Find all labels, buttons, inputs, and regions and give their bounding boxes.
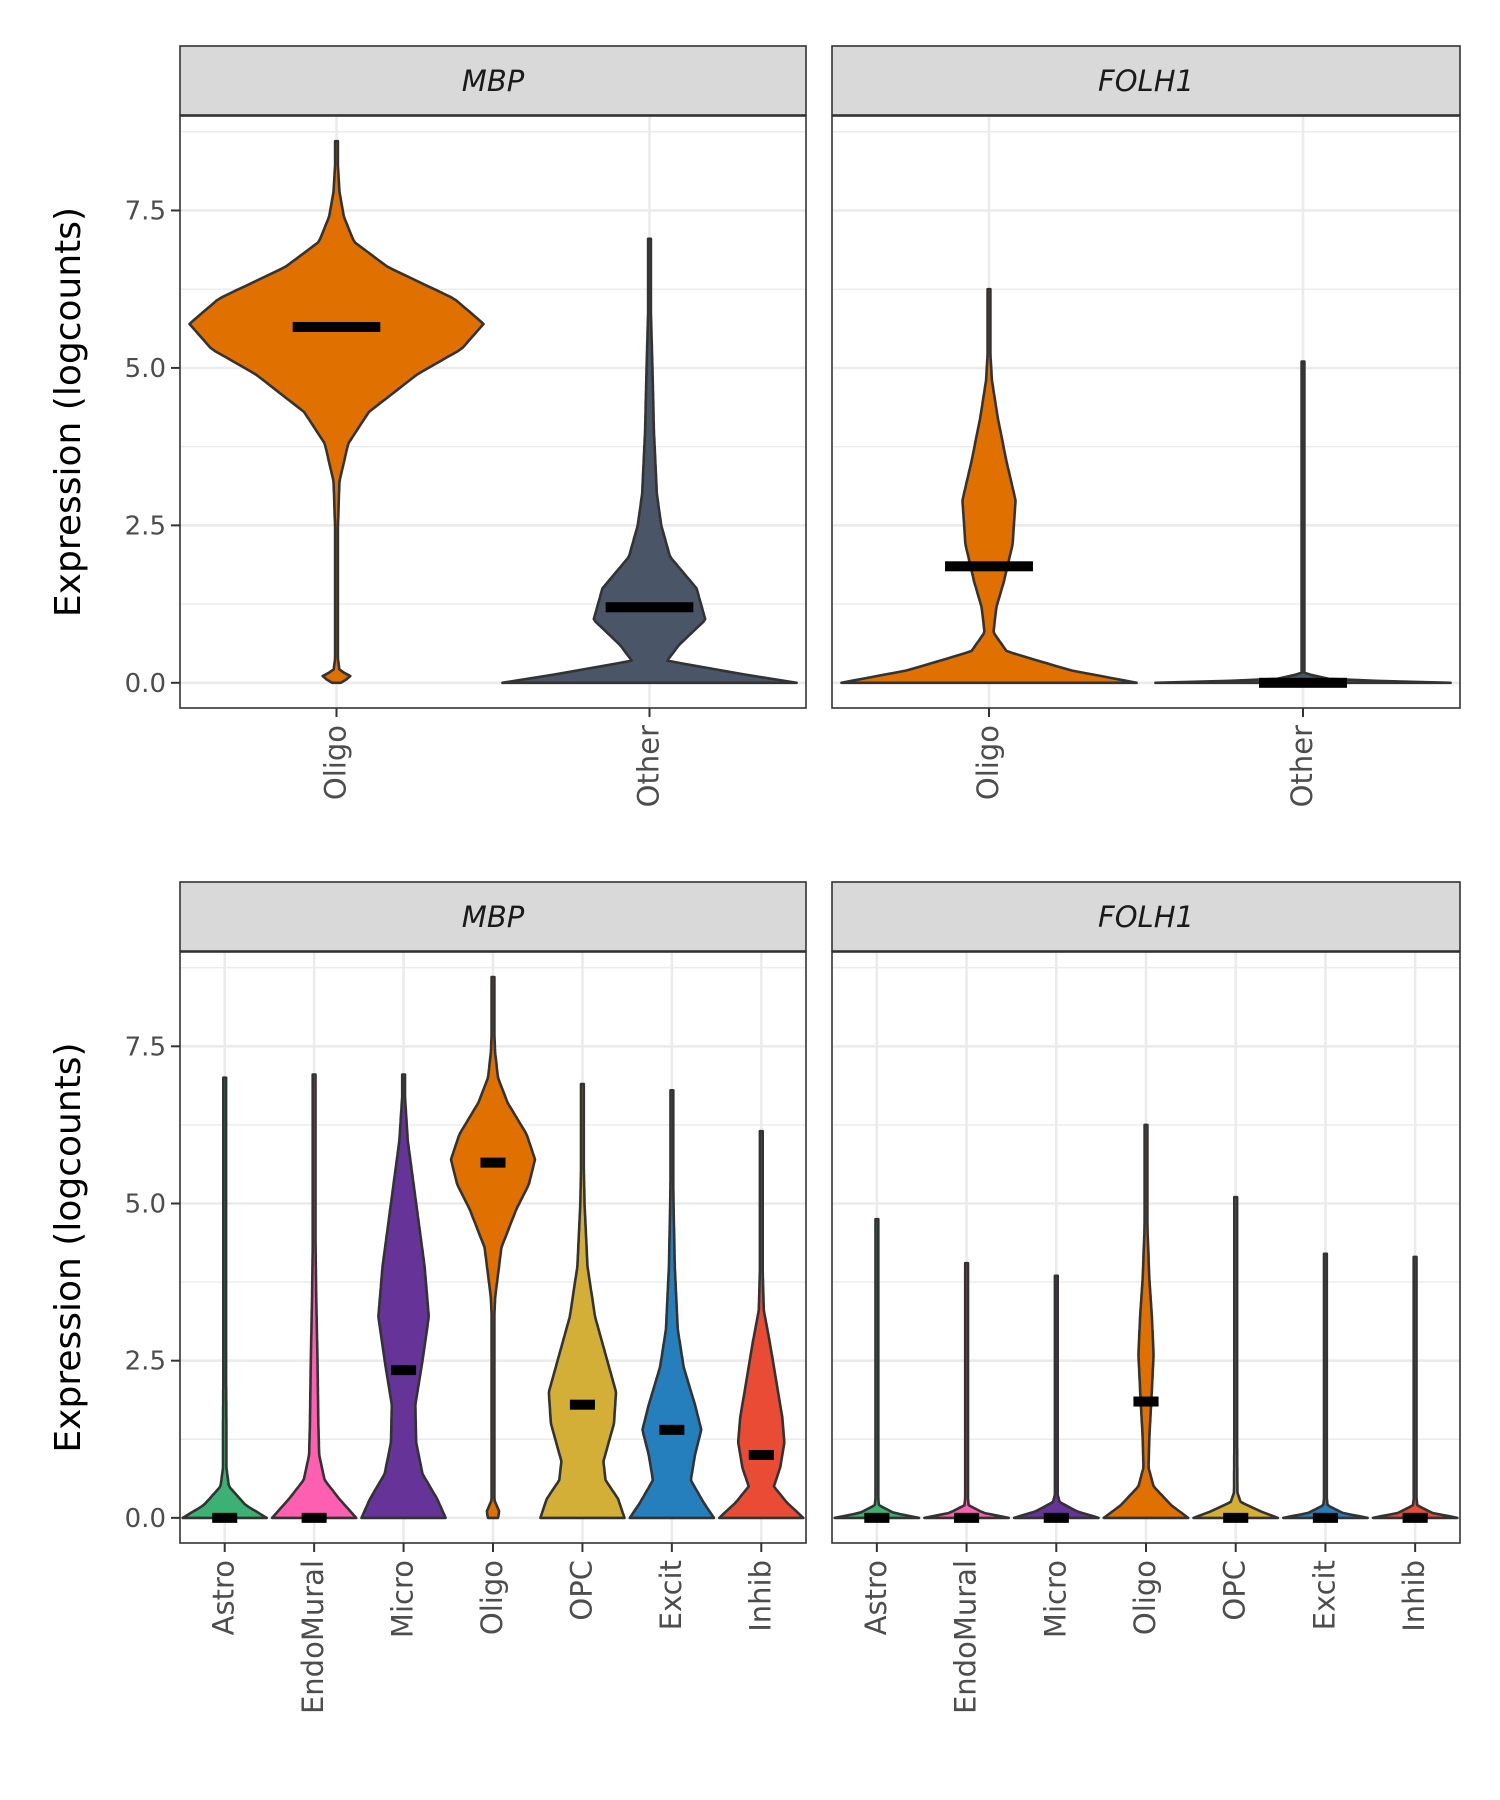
violin-excit [628, 1089, 716, 1520]
y-axis-label: Expression (logcounts) [48, 207, 89, 617]
violin-micro [360, 1073, 447, 1520]
violin-oligo [188, 139, 485, 685]
y-tick-label: 0.0 [125, 1504, 166, 1534]
median-bar-endomural [301, 1512, 327, 1523]
panel-border [831, 115, 1461, 709]
violin-endomural [923, 1261, 1010, 1520]
median-bar-inhib [748, 1449, 774, 1460]
y-tick-label: 7.5 [125, 1032, 166, 1062]
y-tick-label: 2.5 [125, 511, 166, 541]
x-tick-label-excit: Excit [654, 1560, 688, 1630]
violin-inhib [718, 1129, 805, 1520]
y-axis-label: Expression (logcounts) [48, 1042, 89, 1452]
x-tick-label-astro: Astro [207, 1560, 241, 1635]
violin-oligo [1102, 1123, 1190, 1520]
x-tick-label-oligo: Oligo [475, 1560, 509, 1635]
median-bar-micro [1043, 1512, 1069, 1523]
panel-title: MBP [462, 64, 525, 98]
plot-background [180, 116, 806, 708]
median-bar-opc [1223, 1512, 1249, 1523]
panel-title: MBP [462, 900, 525, 934]
x-tick-label-oligo: Oligo [319, 725, 353, 800]
median-bar-micro [391, 1365, 417, 1376]
chart-panels: MBP 0.0 2.5 5.0 7.5 Expression (logcounts) Oli… [48, 45, 1461, 1714]
median-bar-endomural [954, 1512, 980, 1523]
median-bar-oligo [1133, 1396, 1159, 1407]
strip-header [179, 45, 807, 116]
y-tick-label: 7.5 [125, 196, 166, 226]
y-tick-label: 5.0 [125, 1189, 166, 1219]
x-tick-label-oligo: Oligo [1128, 1560, 1162, 1635]
violin-endomural [270, 1073, 358, 1520]
x-tick-label-oligo: Oligo [971, 725, 1005, 800]
median-bar-astro [864, 1512, 890, 1523]
violin-astro [181, 1076, 268, 1520]
plot-background [832, 116, 1460, 708]
violin-micro [1012, 1274, 1100, 1520]
x-tick-label-micro: Micro [1038, 1560, 1072, 1638]
violin-other [501, 237, 798, 685]
x-tick-label-excit: Excit [1307, 1560, 1341, 1630]
median-bar-other [605, 602, 694, 613]
median-bar-oligo [480, 1157, 506, 1168]
x-tick-label-endomural: EndoMural [296, 1560, 330, 1714]
median-bar-oligo [945, 561, 1033, 572]
panel-4: FOLH1 Astro EndoMural Micro Oligo OPC Excit Inh… [831, 881, 1461, 1714]
median-bar-inhib [1402, 1512, 1428, 1523]
violin-oligo [449, 975, 537, 1520]
panel-3: MBP 0.0 2.5 5.0 7.5 Expression (logcounts) Ast… [48, 881, 807, 1714]
y-tick-label: 2.5 [125, 1347, 166, 1377]
panel-title: FOLH1 [1098, 900, 1194, 934]
x-tick-label-other: Other [1285, 725, 1319, 807]
violin-inhib [1371, 1255, 1459, 1520]
median-bar-oligo [292, 321, 381, 332]
x-tick-label-opc: OPC [1218, 1560, 1252, 1621]
violin-opc [539, 1082, 626, 1520]
x-tick-label-other: Other [632, 725, 666, 807]
violin-oligo [840, 287, 1138, 685]
panel-border [179, 115, 807, 709]
median-bar-opc [569, 1399, 595, 1410]
violin-excit [1282, 1252, 1369, 1520]
violin-opc [1192, 1195, 1280, 1520]
panel-1: MBP 0.0 2.5 5.0 7.5 Expression (logcounts) Oli… [48, 45, 807, 807]
panel-title: FOLH1 [1098, 64, 1194, 98]
x-tick-label-astro: Astro [859, 1560, 893, 1635]
x-tick-label-opc: OPC [564, 1560, 598, 1621]
violin-other [1154, 360, 1452, 685]
median-bar-other [1259, 677, 1347, 688]
strip-header [179, 881, 807, 952]
y-tick-label: 0.0 [125, 669, 166, 699]
x-tick-label-inhib: Inhib [1397, 1560, 1431, 1632]
panel-2: FOLH1 Oligo Other [831, 45, 1461, 807]
y-tick-label: 5.0 [125, 354, 166, 384]
x-tick-label-endomural: EndoMural [949, 1560, 983, 1714]
median-bar-excit [659, 1424, 685, 1435]
violin-astro [833, 1217, 921, 1520]
strip-header [831, 45, 1461, 116]
x-tick-label-micro: Micro [386, 1560, 420, 1638]
median-bar-astro [212, 1512, 238, 1523]
strip-header [831, 881, 1461, 952]
x-tick-label-inhib: Inhib [743, 1560, 777, 1632]
median-bar-excit [1312, 1512, 1338, 1523]
